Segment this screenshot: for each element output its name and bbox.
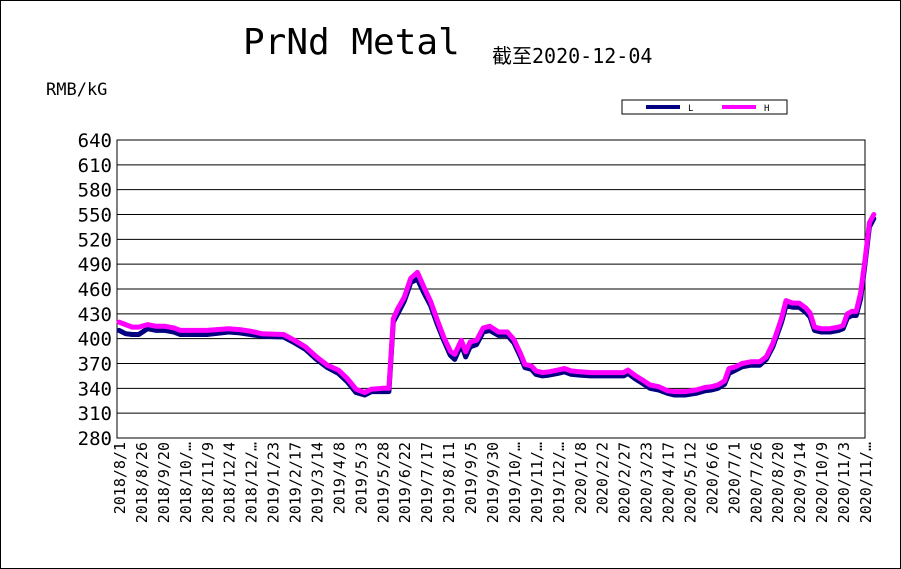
x-tick-label: 2019/10/…	[506, 442, 524, 523]
y-tick-label: 310	[78, 403, 112, 425]
x-tick-label: 2020/10/9	[813, 442, 831, 523]
chart-subtitle: 截至2020-12-04	[492, 44, 653, 68]
x-tick-label: 2018/12/4	[221, 442, 239, 523]
y-tick-label: 340	[78, 378, 112, 400]
y-tick-label: 550	[78, 205, 112, 227]
x-tick-label: 2019/5/28	[374, 442, 392, 523]
x-tick-label: 2020/7/1	[725, 442, 743, 514]
x-tick-label: 2019/12/…	[550, 442, 568, 523]
x-tick-label: 2018/8/1	[111, 442, 129, 514]
x-tick-label: 2019/1/23	[265, 442, 283, 523]
y-tick-label: 610	[78, 155, 112, 177]
legend: L H	[621, 99, 788, 115]
x-tick-label: 2018/12/…	[243, 442, 261, 523]
x-tick-label: 2019/7/17	[418, 442, 436, 523]
legend-label-l: L	[688, 104, 693, 114]
x-tick-label: 2019/6/22	[396, 442, 414, 523]
x-tick-label: 2020/4/17	[660, 442, 678, 523]
x-tick-label: 2019/9/30	[484, 442, 502, 523]
x-tick-label: 2019/5/3	[352, 442, 370, 514]
y-tick-label: 640	[78, 130, 112, 152]
x-tick-label: 2019/8/11	[440, 442, 458, 523]
x-tick-label: 2018/11/9	[199, 442, 217, 523]
x-tick-label: 2020/6/6	[703, 442, 721, 514]
y-tick-label: 370	[78, 354, 112, 376]
x-tick-label: 2020/8/20	[769, 442, 787, 523]
y-tick-label: 430	[78, 304, 112, 326]
y-tick-label: 580	[78, 180, 112, 202]
x-tick-label: 2020/1/8	[572, 442, 590, 514]
y-tick-label: 520	[78, 229, 112, 251]
x-tick-label: 2018/10/…	[177, 442, 195, 523]
x-axis-ticks: 2018/8/1 2018/8/26 2018/9/20 2018/10/… 2018/…	[111, 442, 875, 523]
x-tick-label: 2020/2/2	[594, 442, 612, 514]
x-tick-label: 2018/8/26	[133, 442, 151, 523]
x-tick-label: 2019/4/8	[330, 442, 348, 514]
x-tick-label: 2018/9/20	[155, 442, 173, 523]
x-tick-label: 2020/5/12	[681, 442, 699, 523]
x-tick-label: 2019/11/…	[528, 442, 546, 523]
x-tick-label: 2020/2/27	[616, 442, 634, 523]
y-tick-label: 490	[78, 254, 112, 276]
plot-area-border	[116, 139, 866, 439]
series-line-h	[116, 212, 877, 395]
x-tick-label: 2019/9/5	[462, 442, 480, 514]
x-tick-label: 2019/3/14	[308, 442, 326, 523]
x-tick-label: 2020/11/…	[857, 442, 875, 523]
series-lines	[116, 212, 877, 398]
x-tick-label: 2020/11/3	[835, 442, 853, 523]
series-line-l	[116, 216, 877, 398]
legend-box	[621, 99, 788, 115]
x-tick-label: 2020/9/14	[791, 442, 809, 523]
gridlines	[117, 164, 865, 414]
y-tick-label: 280	[78, 428, 112, 450]
x-tick-label: 2020/3/23	[638, 442, 656, 523]
x-tick-label: 2020/7/26	[747, 442, 765, 523]
x-tick-label: 2019/2/17	[287, 442, 305, 523]
y-axis-unit-label: RMB/kG	[46, 80, 108, 100]
y-tick-label: 400	[78, 329, 112, 351]
chart-title: PrNd Metal	[243, 22, 460, 63]
legend-label-h: H	[764, 104, 769, 114]
y-tick-label: 460	[78, 279, 112, 301]
